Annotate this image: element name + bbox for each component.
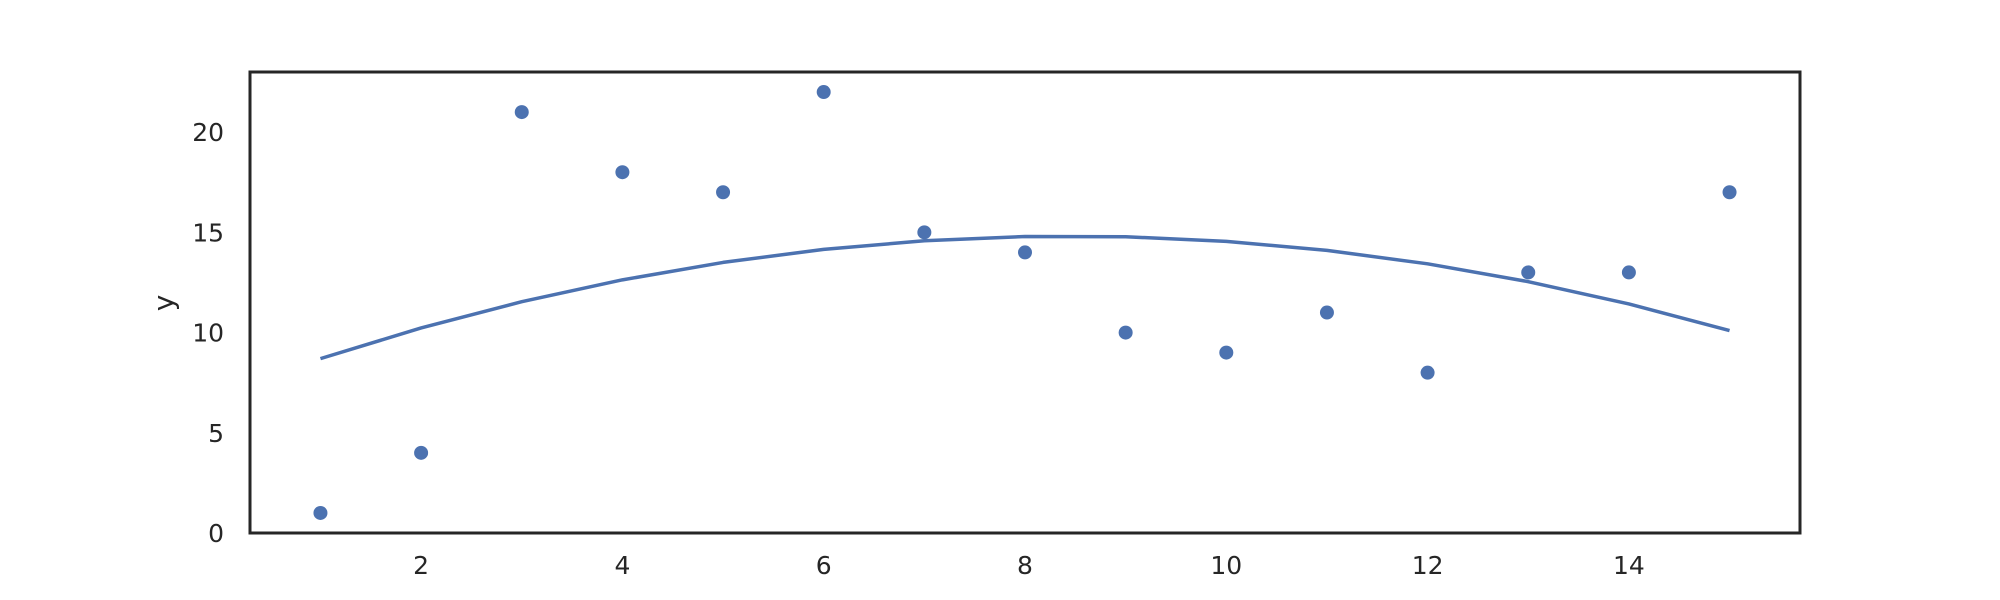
- data-point: [1319, 305, 1334, 320]
- data-point: [917, 225, 932, 240]
- plot-frame: [248, 70, 1802, 535]
- data-point: [414, 445, 429, 460]
- x-tick-label: 12: [1412, 551, 1444, 580]
- data-point: [1018, 245, 1032, 260]
- x-tick-label: 10: [1210, 551, 1242, 580]
- x-tick-labels: 2 4 6 8 10 12 14: [413, 551, 1645, 580]
- y-axis-label: y: [147, 295, 180, 312]
- data-point: [1621, 265, 1636, 280]
- x-tick-label: 4: [614, 551, 630, 580]
- x-tick-label: 14: [1613, 551, 1645, 580]
- x-tick-label: 6: [816, 551, 832, 580]
- x-tick-label: 8: [1017, 551, 1033, 580]
- y-tick-label: 0: [208, 519, 224, 548]
- y-tick-label: 20: [192, 118, 224, 147]
- x-tick-label: 2: [413, 551, 429, 580]
- fit-curve: [319, 234, 1730, 361]
- y-tick-labels: 0 5 10 15 20: [192, 118, 224, 548]
- data-point: [816, 85, 831, 100]
- data-point: [615, 165, 630, 180]
- data-point: [716, 185, 731, 200]
- data-point: [1521, 265, 1536, 280]
- data-point: [514, 105, 529, 120]
- fit-line-layer: [319, 234, 1730, 361]
- data-point: [1219, 345, 1234, 360]
- data-point: [1722, 185, 1737, 200]
- y-tick-label: 10: [192, 319, 224, 348]
- y-tick-label: 15: [192, 218, 224, 247]
- data-points-layer: [313, 85, 1737, 520]
- data-point: [1118, 325, 1133, 340]
- y-tick-label: 5: [208, 419, 224, 448]
- data-point: [313, 505, 328, 520]
- data-point: [1420, 365, 1435, 380]
